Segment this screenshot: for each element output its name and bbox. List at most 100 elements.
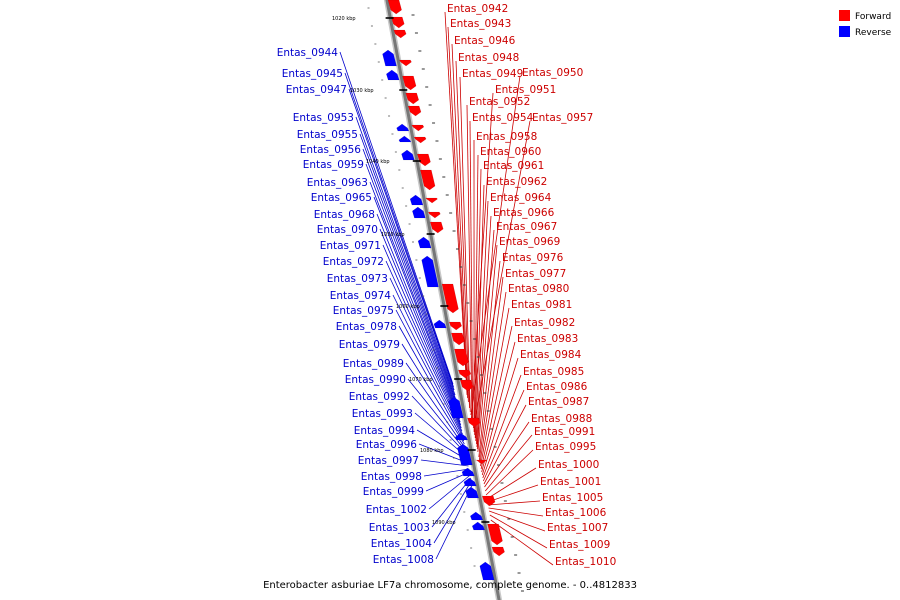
gene-label-reverse[interactable]: Entas_0973: [327, 273, 388, 285]
gene-label-forward[interactable]: Entas_0982: [514, 317, 575, 329]
gene-block-reverse[interactable]: [398, 135, 412, 143]
gene-label-reverse[interactable]: Entas_0979: [339, 339, 400, 351]
gene-block-reverse[interactable]: [461, 467, 475, 477]
gene-label-forward[interactable]: Entas_0969: [499, 236, 560, 248]
gene-block-reverse[interactable]: [463, 477, 477, 487]
gene-label-forward[interactable]: Entas_0986: [526, 381, 588, 393]
gene-label-forward[interactable]: Entas_0985: [523, 366, 584, 378]
gene-label-reverse[interactable]: Entas_0963: [307, 177, 368, 189]
gene-block-reverse[interactable]: [412, 206, 426, 219]
gene-label-reverse[interactable]: Entas_0994: [354, 425, 416, 437]
gene-label-reverse[interactable]: Entas_1002: [366, 504, 427, 516]
gene-block-reverse[interactable]: [454, 432, 468, 441]
gene-label-forward[interactable]: Entas_0984: [520, 349, 582, 361]
gene-label-reverse[interactable]: Entas_0970: [317, 224, 378, 236]
gene-block-forward[interactable]: [448, 321, 463, 331]
gene-label-reverse[interactable]: Entas_0978: [336, 321, 397, 333]
gene-label-forward[interactable]: Entas_0948: [458, 52, 519, 64]
gene-label-forward[interactable]: Entas_1010: [555, 556, 616, 568]
gene-block-forward[interactable]: [441, 283, 459, 314]
gene-block-forward[interactable]: [405, 92, 420, 105]
gene-label-reverse[interactable]: Entas_1008: [373, 554, 434, 566]
gene-label-reverse[interactable]: Entas_0945: [282, 68, 343, 80]
gene-block-forward[interactable]: [491, 546, 505, 557]
gene-label-forward[interactable]: Entas_1009: [549, 539, 610, 551]
gene-label-reverse[interactable]: Entas_0992: [349, 391, 410, 403]
gene-label-forward[interactable]: Entas_0966: [493, 207, 555, 219]
gene-block-reverse[interactable]: [386, 69, 400, 81]
gene-block-forward[interactable]: [407, 105, 422, 117]
gene-block-forward[interactable]: [413, 136, 427, 144]
gene-label-reverse[interactable]: Entas_0997: [358, 455, 419, 467]
gene-label-reverse[interactable]: Entas_0974: [330, 290, 392, 302]
gene-label-reverse[interactable]: Entas_0953: [293, 112, 354, 124]
gene-label-forward[interactable]: Entas_1001: [540, 476, 601, 488]
gene-block-forward[interactable]: [419, 169, 436, 191]
gene-block-forward[interactable]: [457, 369, 472, 379]
gene-label-reverse[interactable]: Entas_0972: [323, 256, 384, 268]
gene-label-forward[interactable]: Entas_0961: [483, 160, 544, 172]
gene-block-reverse[interactable]: [401, 149, 415, 161]
gene-block-reverse[interactable]: [465, 486, 479, 499]
gene-label-forward[interactable]: Entas_0958: [476, 131, 537, 143]
gene-label-forward[interactable]: Entas_1005: [542, 492, 603, 504]
gene-block-forward[interactable]: [402, 75, 417, 91]
gene-block-forward[interactable]: [427, 211, 441, 219]
gene-label-forward[interactable]: Entas_0995: [535, 441, 596, 453]
gene-label-forward[interactable]: Entas_0962: [486, 176, 547, 188]
gene-label-forward[interactable]: Entas_0951: [495, 84, 556, 96]
gene-block-forward[interactable]: [393, 29, 407, 39]
gene-label-reverse[interactable]: Entas_0968: [314, 209, 375, 221]
gene-label-reverse[interactable]: Entas_1003: [369, 522, 430, 534]
gene-label-forward[interactable]: Entas_0943: [450, 18, 511, 30]
gene-label-reverse[interactable]: Entas_0965: [311, 192, 372, 204]
gene-label-forward[interactable]: Entas_1007: [547, 522, 608, 534]
gene-label-forward[interactable]: Entas_0950: [522, 67, 583, 79]
gene-block-reverse[interactable]: [396, 123, 410, 132]
gene-block-forward[interactable]: [475, 459, 488, 465]
gene-label-forward[interactable]: Entas_0988: [531, 413, 592, 425]
gene-label-forward[interactable]: Entas_0976: [502, 252, 564, 264]
gene-label-forward[interactable]: Entas_0949: [462, 68, 523, 80]
gene-label-reverse[interactable]: Entas_0971: [320, 240, 381, 252]
gene-label-reverse[interactable]: Entas_0955: [297, 129, 358, 141]
gene-block-forward[interactable]: [459, 379, 474, 392]
gene-label-reverse[interactable]: Entas_0993: [352, 408, 413, 420]
gene-block-forward[interactable]: [429, 221, 444, 234]
gene-label-forward[interactable]: Entas_0980: [508, 283, 569, 295]
gene-label-forward[interactable]: Entas_0952: [469, 96, 530, 108]
gene-block-forward[interactable]: [450, 332, 465, 346]
gene-label-forward[interactable]: Entas_0981: [511, 299, 572, 311]
gene-label-forward[interactable]: Entas_1006: [545, 507, 607, 519]
gene-label-forward[interactable]: Entas_0983: [517, 333, 578, 345]
gene-block-forward[interactable]: [390, 16, 405, 29]
gene-block-reverse[interactable]: [433, 319, 447, 329]
gene-label-forward[interactable]: Entas_0977: [505, 268, 566, 280]
gene-label-forward[interactable]: Entas_0946: [454, 35, 516, 47]
gene-block-forward[interactable]: [411, 124, 425, 132]
gene-label-reverse[interactable]: Entas_0944: [277, 47, 339, 59]
gene-label-forward[interactable]: Entas_0991: [534, 426, 595, 438]
gene-label-reverse[interactable]: Entas_0996: [356, 439, 418, 451]
gene-label-forward[interactable]: Entas_0954: [472, 112, 534, 124]
gene-block-reverse[interactable]: [409, 194, 424, 206]
gene-block-reverse[interactable]: [448, 396, 464, 419]
gene-block-forward[interactable]: [467, 417, 481, 428]
gene-label-reverse[interactable]: Entas_0999: [363, 486, 424, 498]
gene-label-reverse[interactable]: Entas_0989: [343, 358, 404, 370]
gene-block-forward[interactable]: [481, 495, 496, 507]
gene-label-reverse[interactable]: Entas_0956: [300, 144, 362, 156]
gene-block-reverse[interactable]: [417, 236, 432, 249]
gene-label-reverse[interactable]: Entas_0959: [303, 159, 364, 171]
gene-block-reverse[interactable]: [421, 255, 439, 288]
gene-label-forward[interactable]: Entas_0957: [532, 112, 593, 124]
gene-label-forward[interactable]: Entas_0987: [528, 396, 589, 408]
gene-block-reverse[interactable]: [471, 521, 486, 531]
gene-label-reverse[interactable]: Entas_0947: [286, 84, 347, 96]
gene-block-reverse[interactable]: [479, 561, 495, 581]
gene-label-forward[interactable]: Entas_0960: [480, 146, 541, 158]
gene-block-forward[interactable]: [453, 348, 469, 367]
gene-block-reverse[interactable]: [382, 49, 397, 67]
gene-label-reverse[interactable]: Entas_0975: [333, 305, 394, 317]
gene-block-forward[interactable]: [398, 59, 412, 67]
